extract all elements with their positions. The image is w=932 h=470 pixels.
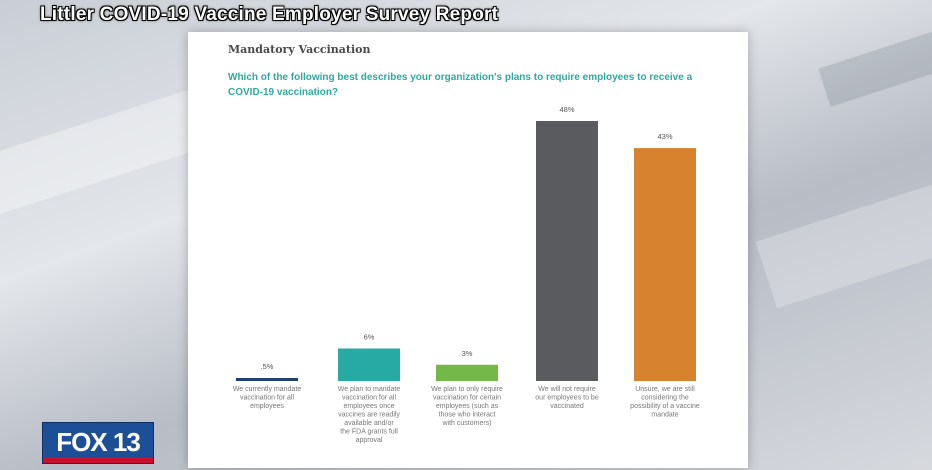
bar-4 [536,121,598,381]
category-label-4: We will not require our employees to be va… [535,386,599,410]
bar-2 [338,348,400,381]
section-title: Mandatory Vaccination [228,43,371,56]
background-stripe [755,161,932,309]
logo-band [43,458,153,463]
bar-5 [634,148,696,381]
category-label-2: We plan to mandate vaccination for all emp… [338,386,401,444]
logo-text: FOX 13 [56,427,141,457]
survey-question: Which of the following best describes yo… [228,72,693,98]
value-label-3: 3% [462,349,473,358]
category-label-3: We plan to only require vaccination for c… [431,386,503,427]
background-stripe [818,13,932,107]
value-label-1: .5% [261,362,274,371]
bar-3 [436,364,498,381]
fox13-logo: FOX 13 [42,422,154,464]
report-card: Mandatory Vaccination Which of the follo… [188,32,748,468]
value-label-4: 48% [559,105,574,114]
bar-chart: .5% We currently mandate vaccination for a… [233,105,700,444]
category-label-1: We currently mandate vaccination for all e… [233,386,301,410]
value-label-5: 43% [657,132,672,141]
category-label-5: Unsure, we are still considering the possi… [630,386,700,419]
value-label-2: 6% [364,333,375,342]
bar-1 [236,378,298,381]
report-title: Littler COVID-19 Vaccine Employer Survey… [40,4,499,25]
